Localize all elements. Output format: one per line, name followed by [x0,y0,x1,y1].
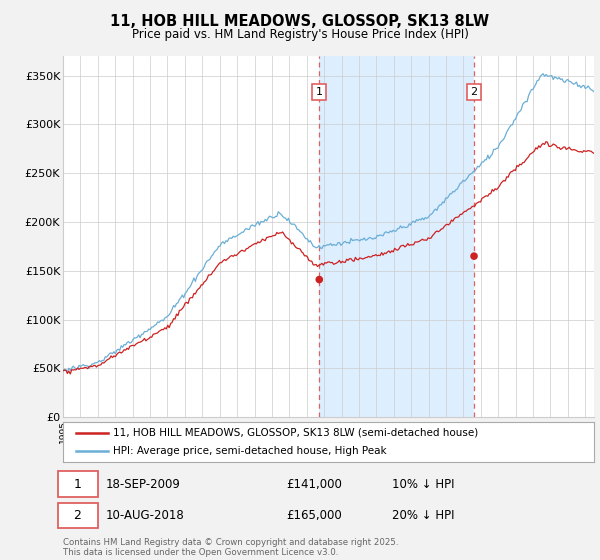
Point [469,251,479,260]
Text: 10-AUG-2018: 10-AUG-2018 [106,509,184,522]
Text: 2: 2 [73,509,81,522]
Bar [319,56,474,417]
FancyBboxPatch shape [58,503,98,528]
Text: £165,000: £165,000 [286,509,342,522]
Text: 11, HOB HILL MEADOWS, GLOSSOP, SK13 8LW (semi-detached house): 11, HOB HILL MEADOWS, GLOSSOP, SK13 8LW … [113,428,479,437]
Text: 20% ↓ HPI: 20% ↓ HPI [392,509,455,522]
Text: Contains HM Land Registry data © Crown copyright and database right 2025.
This d: Contains HM Land Registry data © Crown c… [63,538,398,557]
Text: 1: 1 [316,87,323,97]
Text: £141,000: £141,000 [286,478,342,491]
Text: 2: 2 [470,87,478,97]
Text: 10% ↓ HPI: 10% ↓ HPI [392,478,455,491]
Point [314,275,324,284]
Text: Price paid vs. HM Land Registry's House Price Index (HPI): Price paid vs. HM Land Registry's House … [131,28,469,41]
Text: 1: 1 [73,478,81,491]
Text: HPI: Average price, semi-detached house, High Peak: HPI: Average price, semi-detached house,… [113,446,387,456]
FancyBboxPatch shape [58,472,98,497]
Text: 11, HOB HILL MEADOWS, GLOSSOP, SK13 8LW: 11, HOB HILL MEADOWS, GLOSSOP, SK13 8LW [110,14,490,29]
Text: 18-SEP-2009: 18-SEP-2009 [106,478,181,491]
